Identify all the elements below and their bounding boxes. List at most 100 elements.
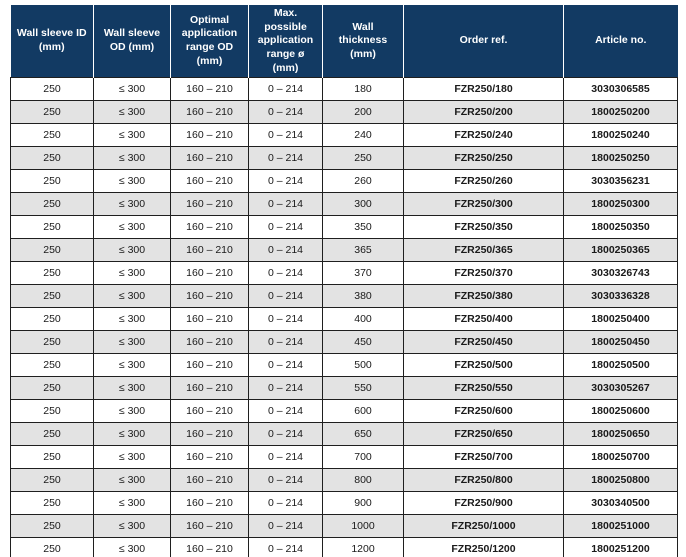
cell: 160 – 210: [170, 146, 249, 171]
cell: 240: [322, 123, 404, 148]
cell: 250: [10, 468, 94, 493]
cell: 160 – 210: [170, 307, 249, 332]
cell: 0 – 214: [248, 307, 323, 332]
cell: 0 – 214: [248, 238, 323, 263]
cell: 250: [10, 445, 94, 470]
cell: FZR250/1200: [403, 537, 564, 557]
cell: 250: [10, 514, 94, 539]
cell: 1800250450: [563, 330, 678, 355]
cell: 160 – 210: [170, 468, 249, 493]
cell: ≤ 300: [93, 123, 171, 148]
cell: ≤ 300: [93, 422, 171, 447]
column-header-0: Wall sleeve ID (mm): [10, 5, 94, 78]
cell: 3030336328: [563, 284, 678, 309]
cell: 3030306585: [563, 77, 678, 102]
table-row: 250 ≤ 300 160 – 210 0 – 214 650 FZR250/650 180…: [10, 422, 678, 447]
table-row: 250 ≤ 300 160 – 210 0 – 214 300 FZR250/300 180…: [10, 192, 678, 217]
table-row: 250 ≤ 300 160 – 210 0 – 214 380 FZR250/380 303…: [10, 284, 678, 309]
cell: 0 – 214: [248, 146, 323, 171]
cell: 1800250400: [563, 307, 678, 332]
cell: 0 – 214: [248, 330, 323, 355]
column-header-6: Article no.: [563, 5, 678, 78]
cell: 0 – 214: [248, 123, 323, 148]
cell: FZR250/260: [403, 169, 564, 194]
cell: ≤ 300: [93, 215, 171, 240]
column-header-4: Wall thickness (mm): [322, 5, 404, 78]
cell: ≤ 300: [93, 537, 171, 557]
cell: 160 – 210: [170, 445, 249, 470]
cell: 700: [322, 445, 404, 470]
table-body: 250 ≤ 300 160 – 210 0 – 214 180 FZR250/180 303…: [10, 77, 678, 557]
cell: 250: [10, 261, 94, 286]
cell: 0 – 214: [248, 284, 323, 309]
cell: 800: [322, 468, 404, 493]
column-header-3: Max. possible application range ø (mm): [248, 5, 323, 78]
cell: ≤ 300: [93, 468, 171, 493]
cell: ≤ 300: [93, 445, 171, 470]
cell: 250: [10, 238, 94, 263]
cell: 3030340500: [563, 491, 678, 516]
cell: 380: [322, 284, 404, 309]
cell: 250: [10, 422, 94, 447]
table-row: 250 ≤ 300 160 – 210 0 – 214 900 FZR250/900 303…: [10, 491, 678, 516]
cell: 250: [10, 353, 94, 378]
cell: 250: [10, 376, 94, 401]
cell: 160 – 210: [170, 100, 249, 125]
cell: FZR250/600: [403, 399, 564, 424]
cell: ≤ 300: [93, 330, 171, 355]
cell: 1800250700: [563, 445, 678, 470]
cell: 250: [10, 284, 94, 309]
cell: FZR250/350: [403, 215, 564, 240]
cell: ≤ 300: [93, 169, 171, 194]
cell: 400: [322, 307, 404, 332]
table-row: 250 ≤ 300 160 – 210 0 – 214 1000 FZR250/1000 1…: [10, 514, 678, 539]
cell: 450: [322, 330, 404, 355]
cell: 1800250800: [563, 468, 678, 493]
cell: 160 – 210: [170, 238, 249, 263]
cell: 160 – 210: [170, 330, 249, 355]
cell: ≤ 300: [93, 491, 171, 516]
cell: 160 – 210: [170, 537, 249, 557]
cell: 180: [322, 77, 404, 102]
cell: 250: [10, 146, 94, 171]
cell: 250: [10, 123, 94, 148]
cell: FZR250/300: [403, 192, 564, 217]
cell: 1800250365: [563, 238, 678, 263]
table-row: 250 ≤ 300 160 – 210 0 – 214 500 FZR250/500 180…: [10, 353, 678, 378]
cell: 0 – 214: [248, 192, 323, 217]
table-row: 250 ≤ 300 160 – 210 0 – 214 800 FZR250/800 180…: [10, 468, 678, 493]
cell: 0 – 214: [248, 514, 323, 539]
cell: 0 – 214: [248, 169, 323, 194]
cell: 0 – 214: [248, 491, 323, 516]
cell: ≤ 300: [93, 192, 171, 217]
cell: 600: [322, 399, 404, 424]
cell: FZR250/380: [403, 284, 564, 309]
column-header-5: Order ref.: [403, 5, 564, 78]
cell: 160 – 210: [170, 261, 249, 286]
cell: FZR250/365: [403, 238, 564, 263]
cell: ≤ 300: [93, 284, 171, 309]
cell: 650: [322, 422, 404, 447]
cell: FZR250/800: [403, 468, 564, 493]
cell: 160 – 210: [170, 376, 249, 401]
cell: FZR250/1000: [403, 514, 564, 539]
table-row: 250 ≤ 300 160 – 210 0 – 214 240 FZR250/240 180…: [10, 123, 678, 148]
cell: 1800250300: [563, 192, 678, 217]
cell: FZR250/550: [403, 376, 564, 401]
cell: 0 – 214: [248, 468, 323, 493]
cell: 160 – 210: [170, 123, 249, 148]
cell: 250: [10, 537, 94, 557]
cell: 160 – 210: [170, 353, 249, 378]
cell: ≤ 300: [93, 77, 171, 102]
cell: ≤ 300: [93, 146, 171, 171]
cell: 250: [10, 215, 94, 240]
cell: 250: [10, 169, 94, 194]
cell: 350: [322, 215, 404, 240]
cell: FZR250/500: [403, 353, 564, 378]
cell: 0 – 214: [248, 77, 323, 102]
cell: 1800251200: [563, 537, 678, 557]
cell: 1800251000: [563, 514, 678, 539]
cell: 0 – 214: [248, 376, 323, 401]
cell: FZR250/240: [403, 123, 564, 148]
cell: 0 – 214: [248, 399, 323, 424]
